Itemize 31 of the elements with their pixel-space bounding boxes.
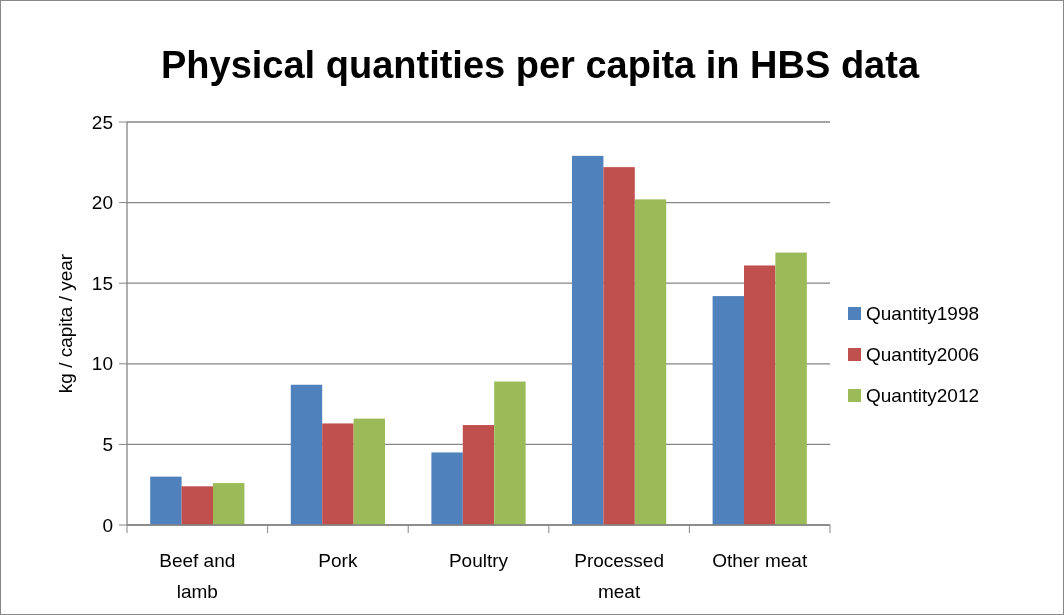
- bar: [572, 155, 604, 525]
- x-tick-label: Processed meat: [574, 550, 664, 602]
- bar: [290, 384, 323, 525]
- x-tick-label: Beef and lamb: [159, 550, 236, 602]
- y-axis-title: kg / capita / year: [55, 253, 76, 394]
- x-tick-label: Other meat: [712, 550, 808, 571]
- bar: [775, 252, 807, 525]
- bar: [744, 265, 776, 525]
- bar: [603, 167, 635, 525]
- legend-label: Quantity1998: [866, 302, 980, 324]
- bar: [213, 483, 245, 525]
- bar: [462, 425, 495, 525]
- y-tick-label: 15: [91, 272, 113, 294]
- y-tick-label: 5: [102, 434, 113, 456]
- y-tick-label: 10: [91, 353, 113, 375]
- bar: [150, 476, 182, 525]
- bar: [181, 486, 213, 525]
- bar: [494, 381, 526, 525]
- bar: [353, 418, 385, 525]
- y-tick-label: 0: [102, 514, 113, 536]
- chart-title: Physical quantities per capita in HBS data: [160, 44, 920, 86]
- x-tick-label: Poultry: [448, 550, 509, 571]
- bar: [322, 423, 354, 525]
- bar: [431, 452, 463, 525]
- legend-label: Quantity2012: [866, 384, 980, 406]
- x-tick-label: Pork: [318, 550, 358, 571]
- bar: [712, 296, 744, 525]
- bar: [634, 199, 667, 525]
- y-tick-label: 25: [91, 111, 113, 133]
- y-tick-label: 20: [91, 192, 113, 214]
- legend-label: Quantity2006: [866, 343, 980, 365]
